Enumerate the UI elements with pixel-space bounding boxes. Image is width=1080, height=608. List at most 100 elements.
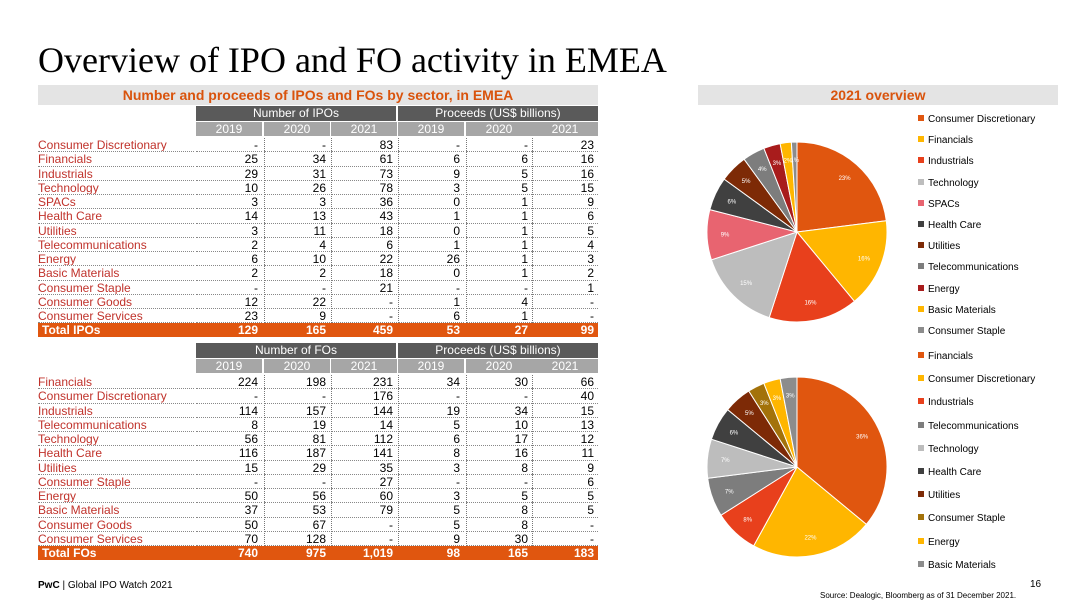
table-cell: 1	[466, 224, 532, 238]
legend-swatch	[918, 136, 924, 143]
row-label: Basic Materials	[38, 266, 194, 281]
legend-entry: SPACs	[918, 199, 960, 211]
column-divider	[532, 138, 533, 324]
legend-swatch	[918, 491, 924, 498]
table-cell: 3	[532, 252, 598, 267]
legend-label: Consumer Discretionary	[928, 374, 1036, 386]
pie-slice	[796, 141, 887, 233]
legend-label: Telecommunications	[928, 420, 1019, 432]
table-cell: 22	[264, 295, 330, 309]
table-cell: 27	[331, 475, 397, 489]
table-cell: 16	[532, 167, 598, 181]
legend-label: Telecommunications	[928, 262, 1019, 274]
table-cell: 3	[196, 195, 262, 210]
brand-name: PwC	[38, 580, 60, 591]
pie-slice-label: 5%	[742, 179, 751, 185]
legend-entry: Telecommunications	[918, 421, 1019, 433]
table-cell: -	[264, 138, 330, 153]
total-cell: 129	[237, 323, 258, 338]
table-cell: 198	[264, 375, 330, 390]
table-cell: 9	[398, 167, 464, 181]
pie-slice-label: 16%	[858, 257, 871, 263]
table-cell: 66	[532, 375, 598, 390]
total-cell: 99	[580, 323, 594, 338]
legend-swatch	[918, 221, 924, 227]
row-label: Health Care	[38, 446, 194, 461]
table-cell: 34	[466, 404, 532, 418]
table-cell: 0	[398, 266, 464, 281]
pie-slice-label: 22%	[804, 536, 817, 542]
total-cell: 183	[573, 546, 594, 560]
pie-slice-label: 4%	[758, 167, 767, 173]
table-cell: 12	[196, 295, 262, 309]
table-cell: 15	[532, 181, 598, 195]
group-header: Number of IPOs	[196, 106, 396, 121]
table-cell: 5	[532, 503, 598, 518]
legend-label: Health Care	[928, 467, 982, 478]
pie-slice	[779, 376, 798, 468]
table-cell: 25	[196, 152, 262, 167]
table-cell: 6	[466, 152, 532, 167]
year-header: 2021	[331, 359, 397, 373]
table-cell: 21	[331, 281, 397, 295]
pie-slice-label: 3%	[786, 393, 795, 399]
table-cell: 231	[331, 375, 397, 390]
table-cell: 34	[264, 152, 330, 167]
page-number: 16	[1030, 579, 1042, 590]
table-cell: 13	[532, 418, 598, 432]
column-divider	[264, 138, 265, 324]
table-cell: 43	[331, 209, 397, 224]
table-cell: -	[466, 475, 532, 489]
table-cell: 4	[264, 238, 330, 252]
table-cell: 8	[466, 518, 532, 532]
table-cell: 40	[532, 389, 598, 404]
table-cell: 6	[532, 475, 598, 489]
table-cell: -	[331, 295, 397, 309]
table-cell: 1	[466, 195, 532, 210]
column-divider	[264, 375, 265, 546]
table-cell: 3	[264, 195, 330, 210]
column-divider	[398, 375, 399, 546]
legend-label: Basic Materials	[928, 304, 996, 316]
year-header: 2020	[264, 359, 330, 373]
pie-slice-label: 36%	[856, 434, 869, 440]
column-divider	[331, 138, 332, 324]
legend-label: Technology	[928, 443, 979, 455]
pie-slice-label: 3%	[773, 396, 782, 402]
table-cell: 13	[264, 209, 330, 224]
legend-swatch	[918, 327, 924, 333]
table-cell: 16	[466, 446, 532, 461]
pie-slice-label: 6%	[730, 430, 739, 436]
table-cell: -	[264, 281, 330, 295]
table-cell: 17	[466, 432, 532, 447]
total-label: Total FOs	[42, 546, 97, 560]
total-cell: 1,019	[362, 546, 393, 560]
table-cell: 1	[466, 238, 532, 252]
legend-entry: Technology	[918, 178, 979, 190]
table-cell: 187	[264, 446, 330, 461]
row-label: Consumer Staple	[38, 475, 194, 489]
table-cell: -	[264, 389, 330, 404]
table-cell: -	[398, 389, 464, 404]
table-section-heading: Number and proceeds of IPOs and FOs by s…	[38, 85, 598, 105]
legend-entry: Utilities	[918, 241, 960, 253]
legend-entry: Utilities	[918, 490, 960, 502]
table-cell: 53	[264, 503, 330, 518]
legend-entry: Consumer Staple	[918, 326, 1005, 338]
table-cell: 30	[466, 532, 532, 546]
table-cell: 6	[532, 209, 598, 224]
row-label: SPACs	[38, 195, 194, 210]
table-cell: -	[532, 295, 598, 309]
table-cell: 8	[466, 503, 532, 518]
table-cell: 79	[331, 503, 397, 518]
table-cell: 112	[331, 432, 397, 447]
table-cell: 5	[532, 224, 598, 238]
table-cell: 12	[532, 432, 598, 447]
table-cell: 116	[196, 446, 262, 461]
legend-entry: Basic Materials	[918, 560, 996, 572]
pie-slice	[796, 376, 888, 526]
pie-slice-label: 8%	[743, 517, 752, 523]
table-cell: 9	[532, 195, 598, 210]
table-cell: -	[331, 309, 397, 324]
legend-entry: Financials	[918, 135, 973, 147]
